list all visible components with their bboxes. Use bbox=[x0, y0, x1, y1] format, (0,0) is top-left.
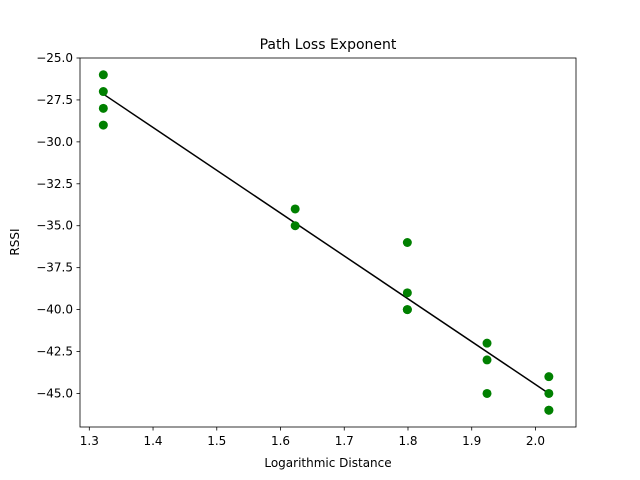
plot-background bbox=[80, 58, 576, 427]
data-point-12 bbox=[482, 388, 492, 398]
data-point-0 bbox=[98, 70, 108, 80]
y-axis-label: RSSI bbox=[8, 228, 22, 255]
x-axis-ticks: 1.3 1.4 1.5 1.6 1.7 1.8 1.9 2.0 bbox=[80, 427, 545, 448]
y-tick-label-5: −37.5 bbox=[36, 261, 73, 275]
y-tick-label-6: −40.0 bbox=[36, 303, 73, 317]
data-point-10 bbox=[482, 338, 492, 348]
data-point-13 bbox=[544, 372, 554, 382]
data-point-9 bbox=[402, 305, 412, 315]
data-point-6 bbox=[402, 238, 412, 247]
y-tick-label-2: −30.0 bbox=[36, 135, 73, 149]
data-point-3 bbox=[98, 120, 108, 130]
y-axis-ticks: −25.0 −27.5 −30.0 −32.5 −35.0 −37.5 −40.0 −42.5… bbox=[36, 51, 80, 400]
fit-line-layer bbox=[102, 93, 550, 395]
y-tick-label-3: −32.5 bbox=[36, 177, 73, 191]
data-point-11 bbox=[482, 355, 492, 365]
chart-title: Path Loss Exponent bbox=[260, 37, 397, 53]
y-tick-label-1: −27.5 bbox=[36, 93, 73, 107]
data-point-4 bbox=[290, 204, 300, 214]
x-tick-label-2: 1.5 bbox=[207, 434, 226, 448]
data-point-14 bbox=[544, 388, 554, 398]
y-tick-label-4: −35.0 bbox=[36, 219, 73, 233]
y-tick-label-7: −42.5 bbox=[36, 345, 73, 359]
data-point-7 bbox=[402, 288, 412, 298]
y-tick-label-8: −45.0 bbox=[36, 386, 73, 400]
data-point-2 bbox=[98, 103, 108, 113]
data-point-16 bbox=[544, 405, 554, 415]
x-tick-label-1: 1.4 bbox=[143, 434, 162, 448]
x-axis-label: Logarithmic Distance bbox=[264, 456, 391, 470]
axes-frame bbox=[79, 57, 577, 428]
data-point-5 bbox=[290, 221, 300, 231]
data-point-1 bbox=[98, 87, 108, 97]
x-tick-label-7: 2.0 bbox=[526, 434, 545, 448]
fit-line bbox=[102, 93, 550, 395]
x-tick-label-6: 1.9 bbox=[462, 434, 481, 448]
x-tick-label-4: 1.7 bbox=[335, 434, 354, 448]
x-tick-label-3: 1.6 bbox=[271, 434, 290, 448]
axes-border bbox=[79, 57, 577, 428]
plot-area bbox=[80, 58, 576, 427]
y-tick-label-0: −25.0 bbox=[36, 51, 73, 65]
points-layer bbox=[98, 70, 554, 415]
x-tick-label-0: 1.3 bbox=[80, 434, 99, 448]
x-tick-label-5: 1.8 bbox=[398, 434, 417, 448]
